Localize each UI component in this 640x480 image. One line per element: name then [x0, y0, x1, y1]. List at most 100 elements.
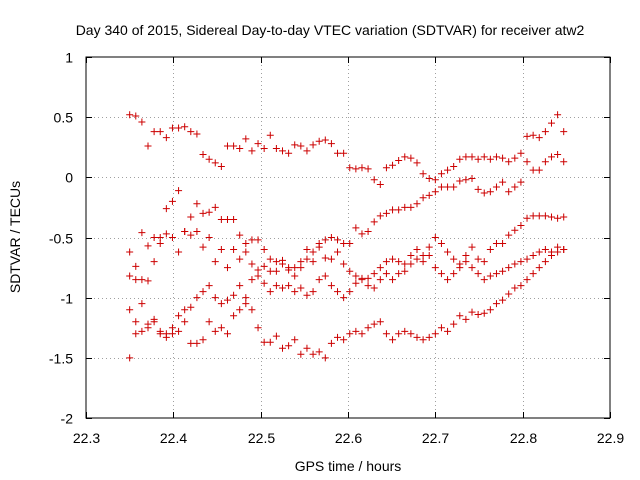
- data-point: [401, 153, 409, 161]
- data-point: [486, 272, 494, 280]
- data-point: [181, 227, 189, 235]
- data-point: [297, 350, 305, 358]
- data-point: [376, 212, 384, 220]
- data-point: [462, 252, 470, 260]
- data-point: [382, 164, 390, 172]
- data-point: [376, 318, 384, 326]
- data-point: [193, 227, 201, 235]
- data-point: [346, 240, 354, 248]
- data-point: [346, 164, 354, 172]
- data-point: [541, 158, 549, 166]
- data-point: [486, 188, 494, 196]
- data-point: [254, 324, 262, 332]
- data-point: [395, 206, 403, 214]
- data-point: [492, 183, 500, 191]
- data-point: [511, 226, 519, 234]
- data-point: [260, 338, 268, 346]
- data-point: [126, 306, 134, 314]
- data-point: [132, 112, 140, 120]
- data-point: [364, 282, 372, 290]
- data-point: [334, 248, 342, 256]
- data-point: [205, 155, 213, 163]
- data-point: [370, 284, 378, 292]
- data-point: [211, 294, 219, 302]
- data-point: [419, 252, 427, 260]
- data-point: [444, 183, 452, 191]
- data-point: [150, 258, 158, 266]
- data-point: [444, 327, 452, 335]
- data-point: [321, 136, 329, 144]
- y-tick-label: 0: [65, 170, 73, 186]
- data-point: [480, 153, 488, 161]
- data-point: [517, 282, 525, 290]
- data-point: [486, 155, 494, 163]
- data-point: [462, 176, 470, 184]
- data-point: [187, 339, 195, 347]
- x-tick-label: 22.7: [422, 430, 449, 446]
- data-point: [554, 150, 562, 158]
- data-point: [199, 209, 207, 217]
- data-point: [138, 229, 146, 237]
- data-point: [560, 213, 568, 221]
- data-point: [297, 264, 305, 272]
- data-point: [297, 142, 305, 150]
- data-point: [474, 311, 482, 319]
- data-point: [431, 264, 439, 272]
- data-point: [389, 206, 397, 214]
- data-point: [303, 291, 311, 299]
- y-tick-label: 0.5: [54, 110, 74, 126]
- data-point: [303, 255, 311, 263]
- data-point: [474, 185, 482, 193]
- x-tick-label: 22.9: [597, 430, 624, 446]
- data-point: [419, 194, 427, 202]
- data-point: [382, 270, 390, 278]
- data-point: [401, 203, 409, 211]
- data-point: [230, 291, 238, 299]
- data-point: [419, 258, 427, 266]
- data-point: [340, 240, 348, 248]
- data-point: [266, 131, 274, 139]
- data-point: [230, 215, 238, 223]
- data-point: [358, 164, 366, 172]
- data-point: [187, 213, 195, 221]
- data-point: [230, 246, 238, 254]
- data-point: [291, 272, 299, 280]
- data-point: [193, 294, 201, 302]
- data-point: [517, 149, 525, 157]
- data-point: [431, 234, 439, 241]
- data-point: [376, 181, 384, 189]
- data-point: [334, 333, 342, 341]
- data-point: [236, 282, 244, 290]
- data-point: [291, 336, 299, 344]
- data-point: [425, 175, 433, 183]
- data-point: [340, 260, 348, 268]
- data-point: [407, 252, 415, 260]
- data-point: [358, 230, 366, 238]
- data-point: [266, 255, 274, 263]
- data-point: [541, 258, 549, 266]
- x-tick-label: 22.8: [510, 430, 537, 446]
- y-tick-label: -2: [61, 411, 74, 427]
- data-point: [492, 270, 500, 278]
- data-point: [248, 236, 256, 244]
- data-point: [315, 137, 323, 145]
- data-point: [499, 178, 507, 186]
- data-point: [499, 296, 507, 304]
- data-point: [352, 279, 360, 287]
- data-point: [407, 154, 415, 162]
- data-point: [187, 128, 195, 136]
- data-point: [181, 123, 189, 131]
- data-point: [162, 333, 170, 341]
- data-point: [272, 282, 280, 290]
- data-point: [279, 147, 286, 155]
- data-point: [150, 234, 158, 241]
- data-point: [407, 330, 415, 338]
- data-point: [327, 339, 335, 347]
- data-point: [517, 178, 525, 186]
- data-point: [321, 254, 329, 262]
- data-point: [242, 300, 250, 308]
- data-point: [193, 200, 201, 208]
- data-point: [297, 258, 305, 266]
- grid-lines: [86, 57, 610, 418]
- data-point: [425, 252, 433, 260]
